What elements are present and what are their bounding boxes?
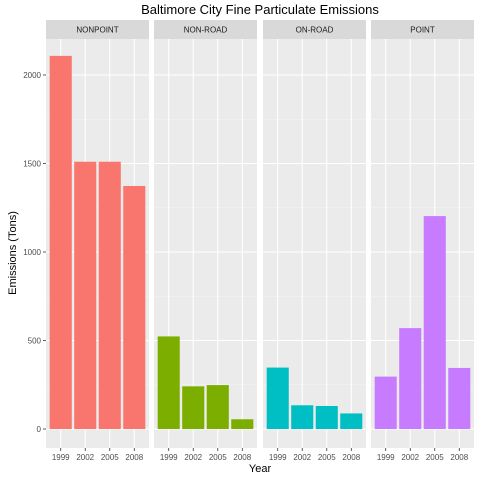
y-axis: 0 500 1000 1500 2000: [23, 71, 46, 434]
bar-point-1999: [374, 376, 397, 429]
bar-nonpoint-2008: [123, 185, 146, 429]
y-tick-label: 2000: [23, 71, 41, 80]
facet-strip-label: NONPOINT: [76, 26, 118, 35]
bar-point-2008: [448, 367, 471, 429]
facet-point: POINT 1999 2002 2005 2008: [371, 20, 474, 462]
bar-on-road-2005: [315, 405, 338, 429]
facet-nonpoint: NONPOINT 1999 2002 2005 2008: [46, 20, 149, 462]
facet-non-road: NON-ROAD 1999 2002 2005 2008: [154, 20, 257, 462]
y-tick-label: 1500: [23, 160, 41, 169]
x-tick-label: 2008: [233, 453, 251, 462]
x-tick-label: 2005: [101, 453, 119, 462]
chart-title: Baltimore City Fine Particulate Emission…: [141, 2, 379, 17]
x-axis-title: Year: [249, 463, 272, 475]
facet-strip-label: NON-ROAD: [184, 26, 228, 35]
bar-on-road-2002: [291, 405, 314, 429]
bar-non-road-2005: [206, 385, 229, 429]
x-tick-label: 2002: [293, 453, 311, 462]
x-tick-label: 1999: [377, 453, 395, 462]
bar-non-road-1999: [157, 336, 180, 429]
x-tick-label: 1999: [160, 453, 178, 462]
x-tick-label: 2002: [401, 453, 419, 462]
bar-on-road-1999: [266, 367, 289, 429]
bar-point-2002: [399, 328, 422, 429]
bar-non-road-2002: [182, 386, 205, 429]
y-tick-label: 500: [28, 337, 42, 346]
x-tick-label: 1999: [52, 453, 70, 462]
facet-on-road: ON-ROAD 1999 2002 2005 2008: [263, 20, 366, 462]
bar-nonpoint-1999: [49, 55, 72, 429]
facet-strip: [371, 20, 474, 39]
y-tick-label: 0: [37, 425, 42, 434]
x-tick-label: 2005: [209, 453, 227, 462]
y-tick-label: 1000: [23, 248, 41, 257]
x-tick-label: 1999: [269, 453, 287, 462]
bar-point-2005: [423, 216, 446, 429]
x-tick-label: 2005: [426, 453, 444, 462]
x-tick-label: 2002: [184, 453, 202, 462]
x-tick-label: 2008: [450, 453, 468, 462]
x-tick-label: 2005: [318, 453, 336, 462]
facet-strip: [263, 20, 366, 39]
facet-panels: NONPOINT 1999 2002 2005 2008 NON-ROAD 1999 2002…: [46, 20, 474, 462]
facet-strip: [46, 20, 149, 39]
bar-non-road-2008: [231, 419, 254, 429]
x-tick-label: 2002: [76, 453, 94, 462]
facet-strip: [154, 20, 257, 39]
x-tick-label: 2008: [125, 453, 143, 462]
facet-strip-label: ON-ROAD: [296, 26, 334, 35]
bar-nonpoint-2005: [98, 161, 121, 430]
bar-nonpoint-2002: [74, 161, 97, 430]
bar-on-road-2008: [340, 413, 363, 429]
x-tick-label: 2008: [342, 453, 360, 462]
y-axis-title: Emissions (Tons): [7, 211, 19, 295]
facet-strip-label: POINT: [410, 26, 435, 35]
